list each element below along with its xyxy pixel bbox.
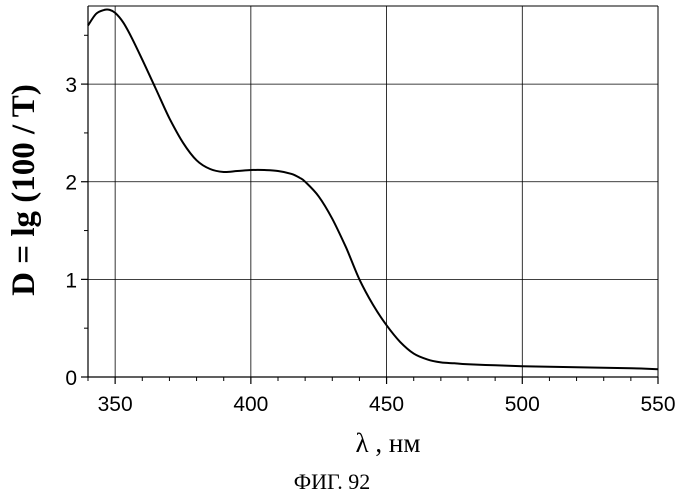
x-axis-title: λ , нм xyxy=(356,428,421,458)
x-tick-label: 550 xyxy=(640,393,675,416)
y-tick-label: 2 xyxy=(65,172,77,195)
y-tick-label: 3 xyxy=(65,74,77,97)
x-tick-label: 500 xyxy=(505,393,540,416)
x-tick-label: 400 xyxy=(233,393,268,416)
x-tick-label: 450 xyxy=(369,393,404,416)
y-tick-label: 0 xyxy=(65,367,77,390)
axis-ticks xyxy=(81,35,658,384)
y-tick-label: 1 xyxy=(65,269,77,292)
series-line xyxy=(88,9,658,369)
tick-labels: 350 400 450 500 550 0 1 2 3 xyxy=(65,74,675,416)
y-axis-title: D = lg (100 / T) xyxy=(6,84,42,296)
x-tick-label: 350 xyxy=(98,393,133,416)
figure-caption: ФИГ. 92 xyxy=(294,469,371,494)
grid xyxy=(88,6,658,377)
